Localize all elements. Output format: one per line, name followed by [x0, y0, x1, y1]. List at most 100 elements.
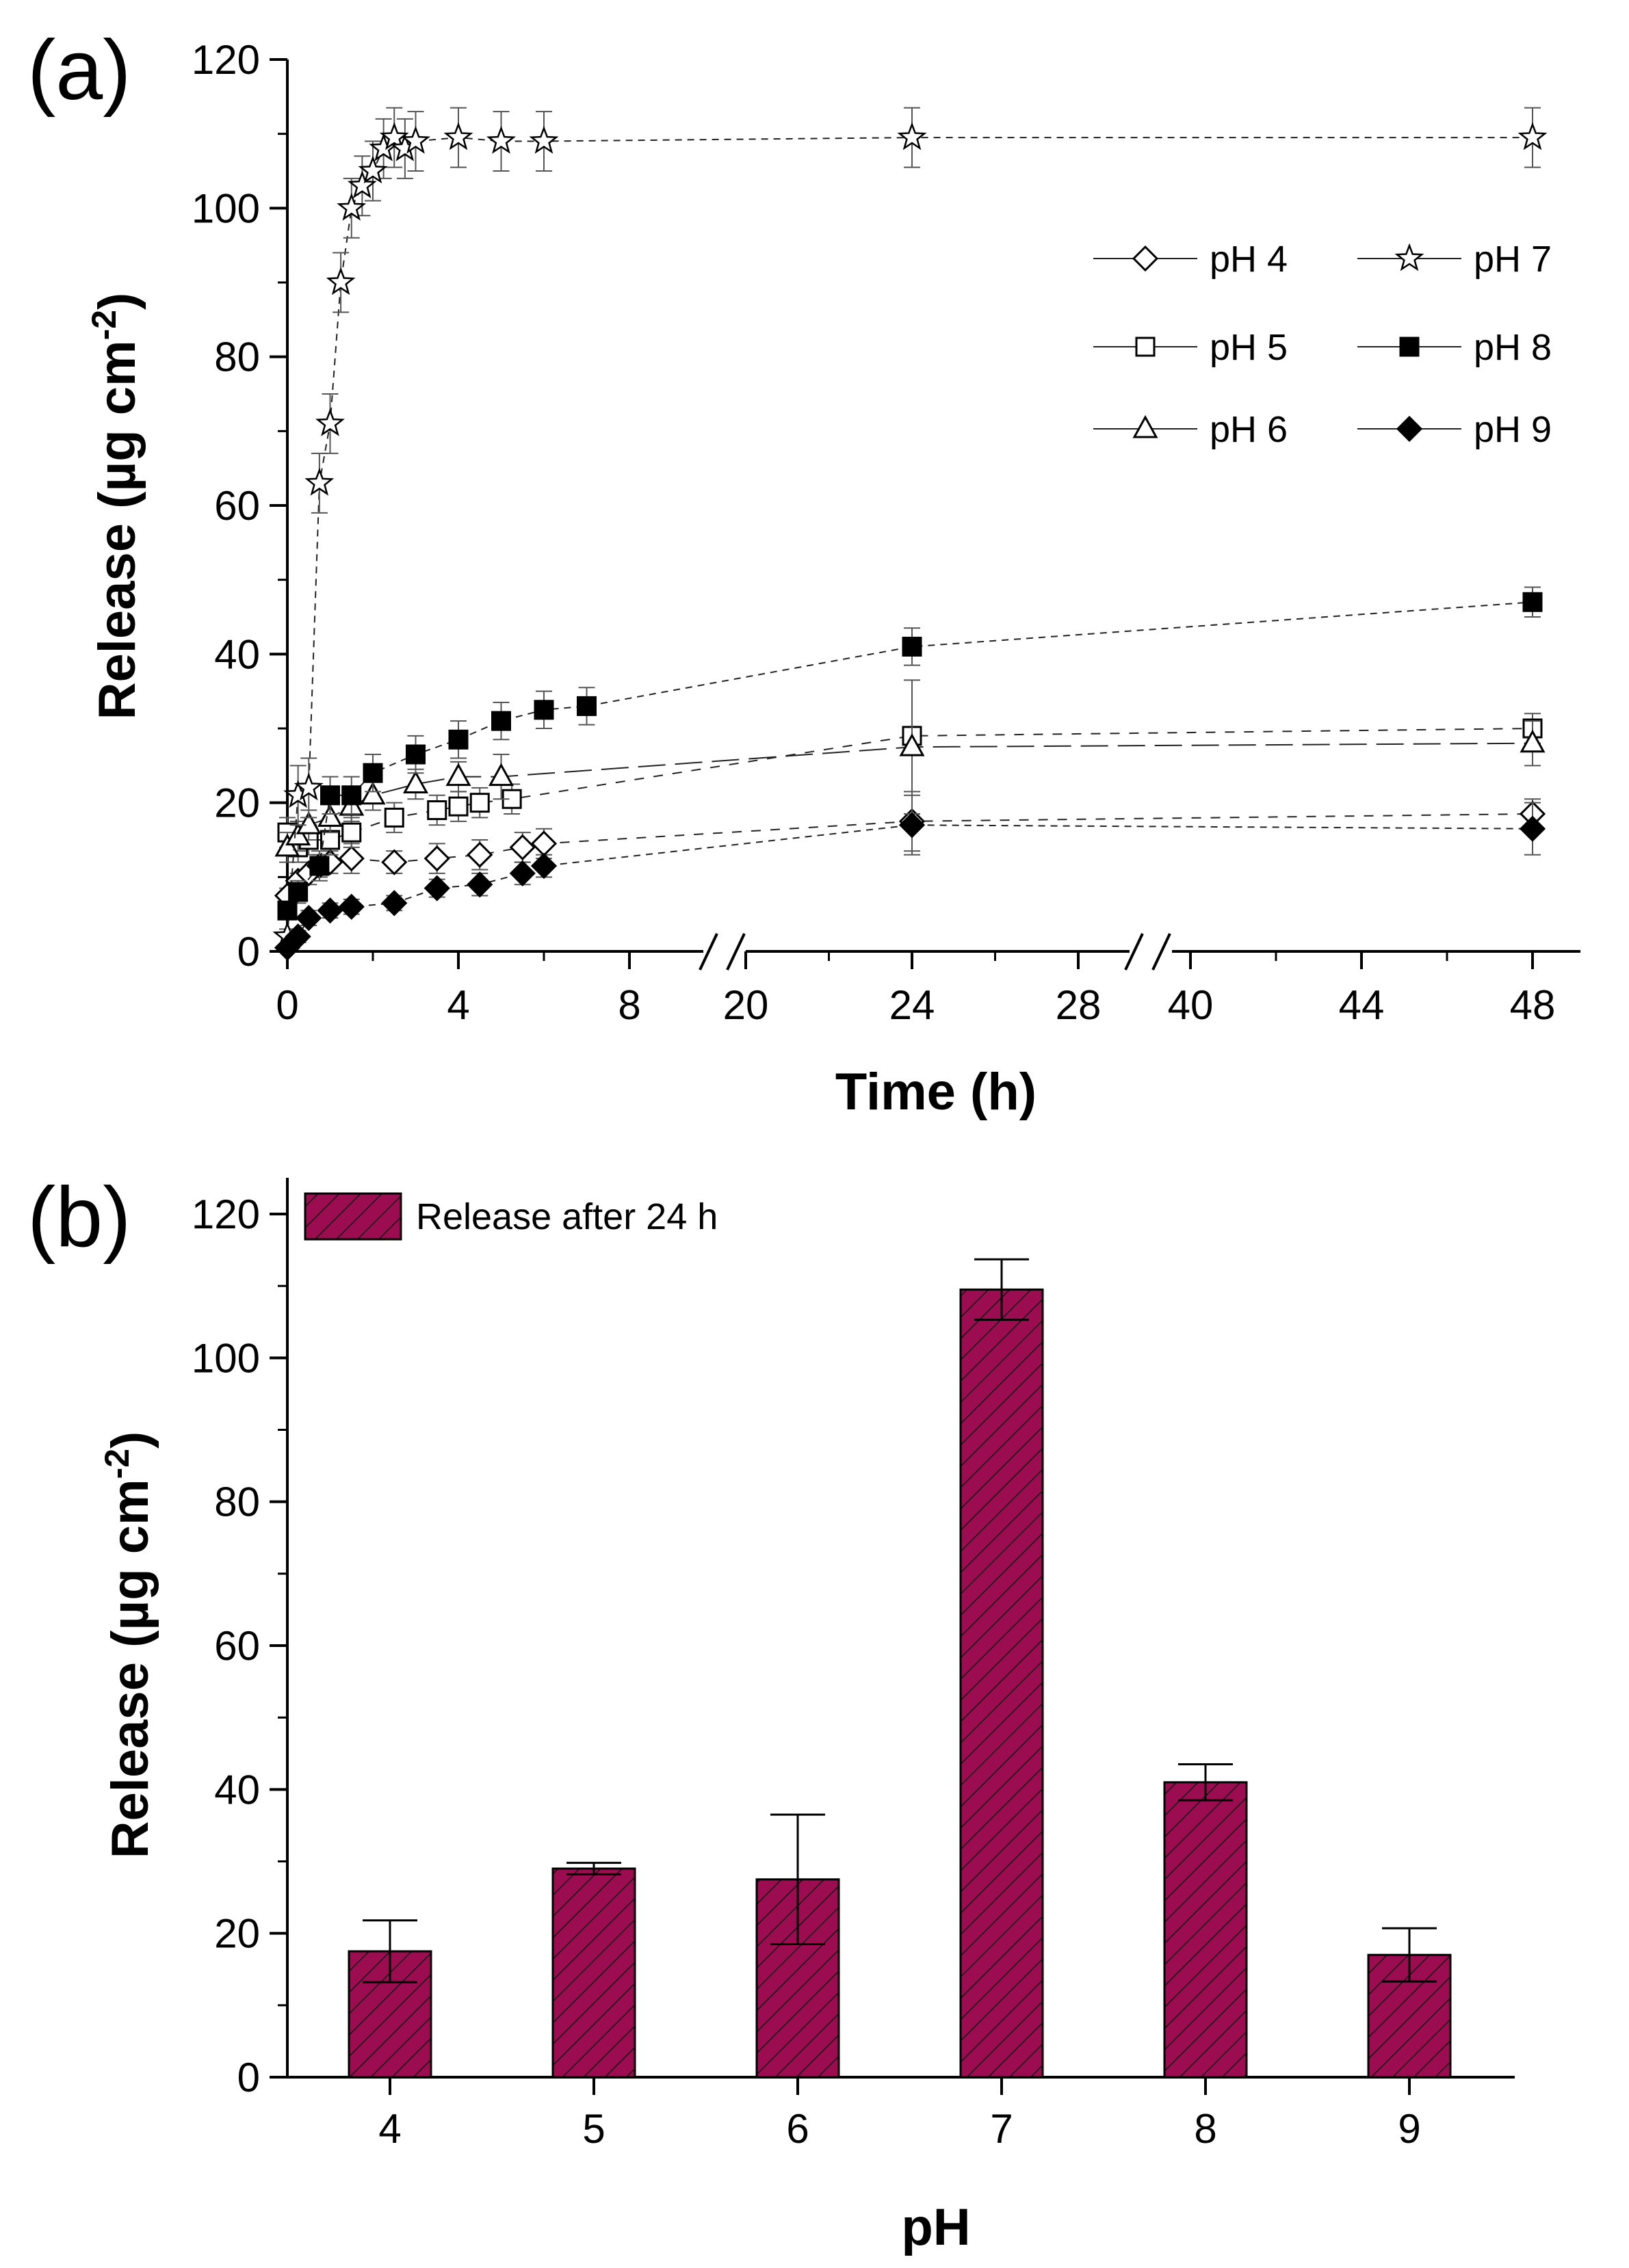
data-point	[534, 700, 554, 720]
data-point	[1517, 122, 1548, 150]
data-point	[898, 812, 926, 839]
panel-b-y-axis-title: Release (µg cm-2)	[98, 1432, 159, 1859]
data-point	[384, 807, 404, 828]
data-point	[406, 744, 426, 765]
a-ytick-label: 40	[214, 631, 260, 677]
data-point	[338, 845, 365, 872]
data-point	[467, 871, 493, 898]
panel-b-legend: Release after 24 h	[304, 1192, 718, 1241]
data-point	[899, 733, 925, 756]
b-ytick-label: 100	[192, 1335, 260, 1381]
a-ytick-label: 100	[192, 185, 260, 231]
series-ph-6	[274, 679, 1546, 863]
bar	[551, 1867, 636, 2079]
data-point	[448, 796, 469, 817]
data-point	[285, 822, 311, 846]
a-ytick-label: 80	[214, 334, 260, 380]
data-point	[379, 122, 409, 150]
bar	[1163, 1781, 1248, 2079]
b-ytick-label: 20	[214, 1911, 260, 1957]
b-ytick-label: 120	[192, 1191, 260, 1237]
data-point	[358, 155, 388, 184]
axis-break-1	[699, 933, 746, 971]
panel-b-bars	[348, 1258, 1452, 2079]
legend-marker	[1399, 337, 1420, 357]
legend-item-ph-4: pH 4	[1093, 239, 1288, 280]
data-point	[402, 770, 429, 793]
a-xtick-label: 28	[1056, 982, 1102, 1028]
legend-item-ph-6: pH 6	[1093, 409, 1288, 450]
data-point	[309, 856, 330, 876]
data-point	[320, 785, 340, 806]
data-point	[304, 467, 335, 496]
panel-b-label: (b)	[27, 1170, 131, 1265]
data-point	[445, 763, 471, 787]
data-point	[529, 125, 559, 154]
data-point	[296, 904, 322, 932]
axis-break-2	[1124, 933, 1171, 971]
data-point	[488, 763, 514, 787]
legend-label: pH 9	[1474, 409, 1552, 450]
bar-group-ph-5	[551, 1862, 636, 2079]
data-point	[467, 841, 493, 868]
data-point	[381, 849, 408, 875]
legend-marker	[1132, 414, 1158, 438]
data-point	[427, 800, 447, 821]
a-xtick-label: 4	[447, 982, 469, 1028]
legend-label: pH 7	[1474, 239, 1552, 280]
b-xtick-label: 9	[1398, 2106, 1420, 2152]
panel-a-y-axis-title: Release (µg cm-2)	[85, 293, 146, 720]
panel-b-legend-swatch	[304, 1192, 402, 1241]
legend-item-ph-8: pH 8	[1357, 327, 1552, 368]
a-xtick-label: 20	[723, 982, 769, 1028]
data-point	[577, 696, 597, 716]
data-point	[274, 833, 300, 857]
data-point	[360, 781, 386, 805]
b-ytick-label: 0	[237, 2055, 260, 2100]
a-xtick-label: 0	[276, 982, 298, 1028]
a-ytick-label: 20	[214, 780, 260, 826]
data-point	[317, 804, 343, 827]
data-point	[285, 923, 311, 950]
bar	[959, 1288, 1044, 2079]
legend-marker	[1394, 243, 1424, 272]
legend-marker	[1396, 415, 1423, 443]
a-xtick-label: 8	[618, 982, 640, 1028]
legend-marker	[1132, 245, 1159, 272]
b-ytick-label: 40	[214, 1767, 260, 1812]
panel-b: (b) 0 20 40 60 80 100 120 4 5 6 7 8 9 Release after…	[27, 1170, 1515, 2256]
panel-a-label: (a)	[27, 23, 131, 118]
data-point	[338, 893, 365, 920]
legend-item-ph-9: pH 9	[1357, 409, 1552, 450]
b-xtick-label: 8	[1194, 2106, 1216, 2152]
panel-b-x-axis-title: pH	[901, 2198, 970, 2256]
panel-b-x-ticks: 4 5 6 7 8 9	[378, 2077, 1421, 2152]
data-point	[296, 811, 322, 834]
data-point	[315, 408, 346, 436]
bar-group-ph-8	[1163, 1763, 1248, 2079]
data-point	[317, 897, 343, 924]
data-point	[897, 122, 927, 150]
data-point	[341, 822, 362, 843]
b-xtick-label: 7	[990, 2106, 1013, 2152]
b-xtick-label: 5	[582, 2106, 605, 2152]
data-point	[1519, 815, 1546, 842]
data-point	[443, 122, 473, 150]
data-point	[288, 882, 309, 902]
a-xtick-label: 44	[1339, 982, 1385, 1028]
legend-item-ph-5: pH 5	[1093, 327, 1288, 368]
panel-b-y-ticks: 0 20 40 60 80 100 120	[192, 1191, 287, 2100]
series-line	[287, 728, 1533, 849]
panel-a-x-ticks: 0 4 8 20 24 28 40 44 48	[276, 951, 1555, 1028]
series-ph-8	[277, 586, 1543, 921]
data-point	[486, 125, 517, 154]
data-point	[1522, 592, 1543, 612]
data-point	[902, 636, 922, 657]
a-xtick-label: 40	[1168, 982, 1214, 1028]
a-xtick-label: 24	[889, 982, 935, 1028]
panel-a-x-axis-title: Time (h)	[835, 1063, 1037, 1121]
data-point	[341, 785, 362, 806]
data-point	[448, 729, 469, 750]
